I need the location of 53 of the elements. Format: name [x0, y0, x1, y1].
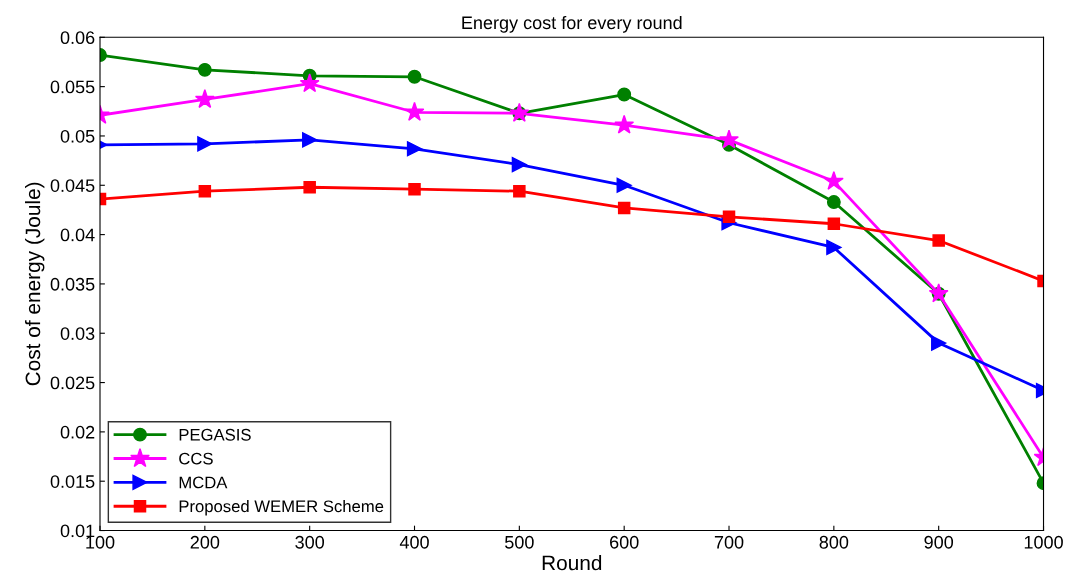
y-tick-label: 0.03	[60, 327, 95, 340]
point	[404, 101, 425, 121]
point	[722, 210, 736, 224]
legend-label: Proposed WEMER Scheme	[179, 499, 384, 516]
point	[827, 217, 841, 230]
legend-label: PEGASIS	[179, 428, 251, 441]
point	[406, 141, 423, 157]
point	[511, 156, 527, 173]
point	[303, 180, 316, 194]
x-tick-label: 900	[924, 535, 954, 549]
point	[198, 184, 212, 198]
point	[617, 87, 632, 102]
y-tick-label: 0.04	[60, 228, 95, 242]
point	[194, 89, 215, 109]
x-tick-label: 600	[610, 535, 639, 549]
point	[614, 114, 635, 134]
y-tick-label: 0.02	[60, 425, 95, 439]
x-tick-label: 100	[86, 535, 115, 549]
point	[407, 69, 422, 84]
x-tick-label: 400	[399, 535, 429, 549]
y-tick-label: 0.05	[60, 129, 95, 143]
point	[513, 184, 526, 198]
x-tick-label: 300	[295, 535, 325, 549]
y-tick-label: 0.015	[50, 475, 95, 488]
point	[299, 73, 320, 93]
point	[826, 239, 842, 256]
point	[617, 201, 631, 215]
point	[616, 177, 632, 193]
x-axis-title: Round	[542, 555, 602, 571]
y-tick-label: 0.055	[50, 80, 95, 94]
point	[826, 195, 841, 209]
point	[302, 132, 318, 148]
x-tick-label: 1000	[1024, 535, 1063, 549]
y-tick-label: 0.025	[50, 376, 95, 390]
point	[197, 62, 212, 77]
x-tick-label: 500	[505, 535, 534, 549]
x-tick-label: 800	[819, 535, 849, 549]
point	[408, 182, 421, 196]
x-tick-label: 200	[190, 535, 220, 549]
point	[719, 129, 739, 149]
point	[932, 234, 945, 247]
chart-title: Energy cost for every round	[462, 15, 682, 33]
y-tick-label: 0.01	[60, 524, 95, 538]
point	[931, 335, 947, 351]
x-tick-label: 700	[714, 535, 744, 549]
point	[197, 136, 213, 152]
legend-label: MCDA	[179, 476, 228, 489]
y-tick-label: 0.06	[60, 31, 95, 45]
y-tick-label: 0.035	[50, 277, 95, 291]
y-tick-label: 0.045	[50, 179, 95, 192]
point	[823, 170, 844, 190]
y-axis-title: Cost of energy (Joule)	[24, 182, 45, 386]
legend-label: CCS	[179, 452, 213, 465]
